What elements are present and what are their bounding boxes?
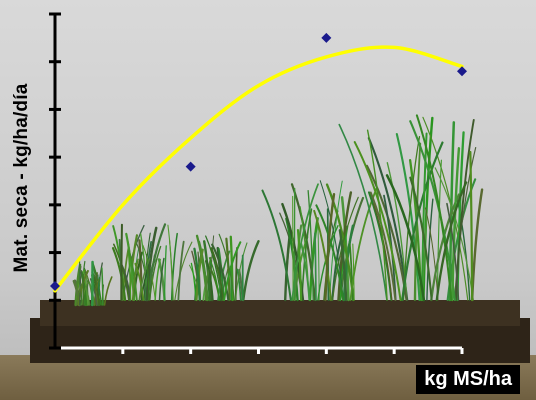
y-axis-label: Mat. seca - kg/ha/día: [11, 83, 32, 273]
data-point: [50, 280, 60, 291]
data-point: [185, 161, 196, 172]
data-point: [457, 66, 467, 77]
x-axis-label: kg MS/ha: [416, 365, 520, 394]
trend-curve: [53, 45, 464, 293]
data-point: [321, 32, 332, 43]
